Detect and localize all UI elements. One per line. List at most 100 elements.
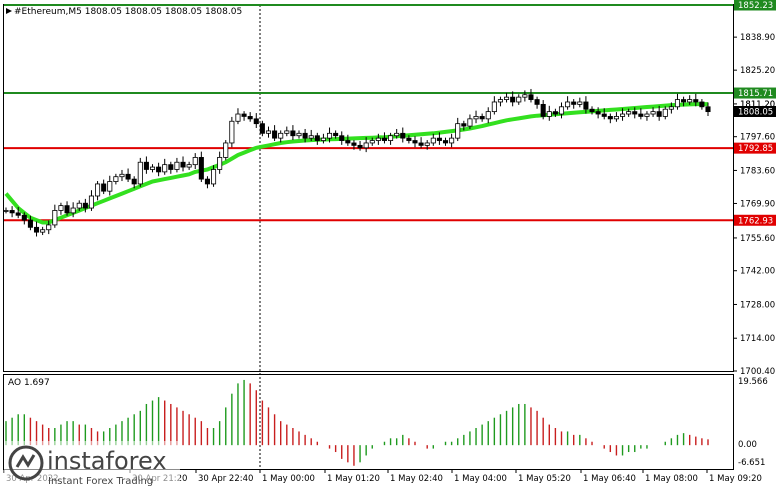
candle [510, 91, 516, 107]
candle [449, 133, 455, 148]
candle [15, 207, 21, 219]
candle [491, 96, 497, 115]
candle [33, 221, 40, 237]
watermark-tagline: Instant Forex Trading [48, 476, 153, 487]
candle [21, 212, 27, 225]
x-tick-label: 1 May 04:00 [454, 474, 507, 484]
candle [64, 201, 70, 216]
levels-layer [4, 4, 733, 222]
level-badge-bg-1 [734, 87, 776, 99]
candle [534, 96, 540, 109]
x-tick-label: 1 May 06:40 [583, 474, 636, 484]
candle [308, 129, 314, 142]
candle [290, 125, 296, 141]
price-badges: 1852.23 1815.71 1792.85 1762.93 1808.051811.… [734, 0, 776, 226]
candle [668, 102, 674, 114]
candle [424, 140, 430, 150]
level-badge-bg-0 [734, 0, 776, 11]
triangle-icon [6, 8, 12, 14]
x-tick-label: 1 May 02:40 [390, 474, 443, 484]
candle [265, 126, 272, 138]
y-tick-label: 1728.00 [740, 300, 775, 310]
candle [278, 130, 284, 143]
level-badge-2: 1792.85 [738, 144, 773, 154]
price-axis: 1838.90 1825.20 1811.20 1797.60 1783.60 1769.… [733, 33, 775, 377]
candle [82, 198, 88, 213]
candle [76, 200, 82, 211]
candle [333, 130, 339, 139]
candle [296, 130, 302, 139]
candle [46, 220, 52, 235]
x-tick-label: 1 May 08:00 [645, 474, 698, 484]
candles-layer [3, 88, 711, 237]
x-tick-label: 1 May 09:20 [709, 474, 762, 484]
ao-scale-top: 19.566 [738, 377, 768, 387]
candle [687, 95, 693, 105]
candle [674, 93, 681, 110]
candle [40, 226, 46, 236]
ao-label: AO 1.697 [8, 378, 50, 388]
candle [626, 108, 632, 117]
candle [3, 207, 9, 214]
candle [168, 161, 174, 174]
candle [650, 107, 656, 117]
candle [235, 108, 241, 125]
candle [211, 165, 217, 187]
candle [156, 162, 162, 177]
candle [186, 161, 192, 170]
candle [351, 140, 357, 150]
candle [247, 112, 253, 122]
level-badge-1: 1815.71 [738, 89, 773, 99]
candle [400, 127, 406, 143]
y-tick-label: 1825.20 [740, 66, 775, 76]
candle [302, 128, 308, 143]
main-panel [3, 4, 734, 372]
candle [620, 108, 626, 121]
candle [143, 156, 149, 174]
candle [485, 107, 491, 124]
candle [540, 100, 546, 120]
candle [326, 127, 333, 143]
candle [516, 94, 522, 105]
candle [284, 126, 290, 137]
candle [272, 125, 278, 142]
candle [52, 204, 58, 228]
ao-scale-bottom: -6.651 [738, 458, 765, 468]
candle [412, 136, 418, 148]
candle [638, 108, 644, 120]
level-badge-3: 1762.93 [738, 216, 773, 226]
candle [27, 215, 33, 231]
candle [125, 168, 131, 183]
y-tick-label: 1797.60 [740, 133, 775, 143]
candle [406, 135, 412, 144]
candle [394, 128, 400, 139]
candle [174, 157, 180, 173]
symbol-header: #Ethereum,M5 1808.05 1808.05 1808.05 180… [14, 7, 242, 17]
candle [345, 134, 351, 146]
candle [418, 137, 424, 149]
candle [699, 99, 705, 110]
candle [101, 179, 107, 195]
candle [388, 132, 394, 145]
candle [558, 102, 565, 119]
candle [430, 133, 436, 146]
y-tick-label: 1755.60 [740, 234, 775, 244]
level-badge-0: 1852.23 [738, 1, 773, 11]
candle [198, 151, 204, 183]
candle [455, 117, 461, 142]
candle [229, 116, 235, 148]
candle [113, 173, 119, 185]
instaforex-logo-icon [8, 445, 44, 481]
candle [180, 156, 186, 172]
candle [192, 153, 198, 169]
secondary-price-label: 1811.20 [740, 100, 775, 110]
candle [119, 169, 125, 182]
current-price-badge-bg [734, 105, 776, 117]
candle [204, 176, 210, 189]
candle [88, 190, 94, 211]
candle [577, 97, 583, 108]
candle [571, 99, 577, 109]
x-tick-label: 1 May 05:20 [518, 474, 571, 484]
candle [504, 92, 510, 103]
